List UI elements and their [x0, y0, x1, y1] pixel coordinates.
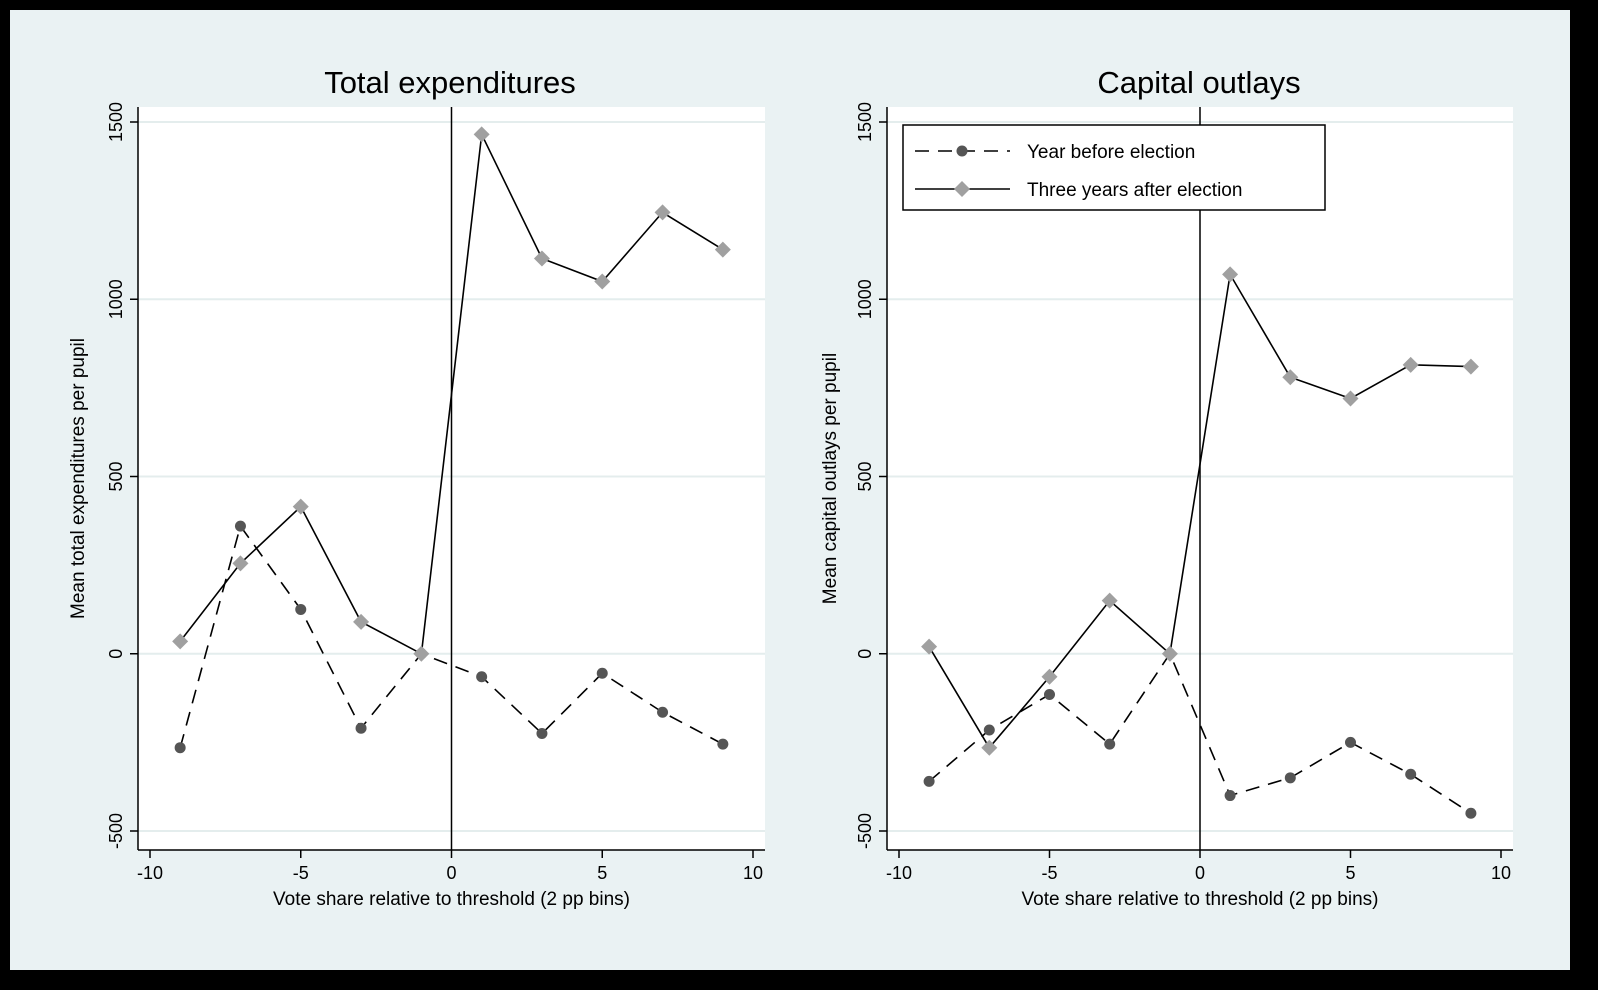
- legend: Year before election Three years after el…: [902, 124, 1326, 211]
- data-point-diamond: [1161, 645, 1178, 662]
- data-point-circle: [476, 671, 488, 683]
- series-line-three-years-after: [928, 272, 1471, 750]
- data-point-circle: [1104, 738, 1116, 750]
- data-point-diamond: [292, 498, 309, 515]
- data-point-diamond: [654, 204, 671, 221]
- y-tick-label: 500: [106, 461, 126, 491]
- x-tick-label: 5: [1345, 863, 1355, 883]
- data-point-circle: [923, 775, 935, 787]
- panel-2: -500 0 500 1000 1500 -10 -5 0 5 10 Capital outlays…: [820, 65, 1513, 910]
- data-point-diamond: [172, 633, 189, 650]
- x-tick-label: 0: [1195, 863, 1205, 883]
- data-point-circle: [1465, 807, 1477, 819]
- y-axis-label: Mean capital outlays per pupil: [820, 353, 841, 604]
- y-tick-label: 1000: [106, 279, 126, 319]
- data-point-diamond: [413, 645, 430, 662]
- data-point-diamond: [533, 250, 550, 267]
- x-tick-label: -5: [1041, 863, 1057, 883]
- data-point-diamond: [473, 126, 490, 143]
- data-point-diamond: [1222, 266, 1239, 283]
- data-point-circle: [174, 742, 186, 754]
- data-point-diamond: [232, 555, 249, 572]
- data-point-diamond: [714, 241, 731, 258]
- legend-label: Year before election: [1027, 142, 1195, 163]
- data-point-circle: [1405, 768, 1417, 780]
- y-axis-label: Mean total expenditures per pupil: [68, 338, 89, 619]
- data-point-diamond: [594, 273, 611, 290]
- y-tick-label: 1500: [106, 102, 126, 142]
- data-point-diamond: [1402, 356, 1419, 373]
- x-tick-label: -10: [886, 863, 912, 883]
- series-line-year-before: [928, 652, 1472, 814]
- data-point-diamond: [1342, 390, 1359, 407]
- x-tick-label: 5: [597, 863, 607, 883]
- data-point-diamond: [921, 638, 938, 655]
- x-tick-label: -10: [137, 863, 163, 883]
- series-line-year-before: [179, 524, 724, 748]
- legend-box: [902, 124, 1326, 211]
- chart-title: Capital outlays: [1097, 65, 1300, 100]
- y-tick-label: -500: [855, 813, 875, 849]
- data-point-circle: [234, 520, 246, 532]
- legend-marker-diamond: [954, 181, 970, 197]
- y-tick-label: 1000: [855, 279, 875, 319]
- data-point-circle: [1224, 790, 1236, 802]
- data-point-diamond: [1462, 358, 1479, 375]
- x-tick-label: 0: [446, 863, 456, 883]
- y-tick-label: 0: [106, 649, 126, 659]
- x-tick-label: 10: [1491, 863, 1511, 883]
- data-point-circle: [1284, 772, 1296, 784]
- data-point-circle: [536, 728, 548, 740]
- data-point-diamond: [1101, 592, 1118, 609]
- figure-background: -500 0 500 1000 1500 -10 -5 0 5 10 Total expenditu…: [10, 10, 1570, 970]
- data-point-diamond: [353, 613, 370, 630]
- x-axis-label: Vote share relative to threshold (2 pp b…: [1022, 889, 1379, 910]
- data-point-circle: [355, 722, 367, 734]
- data-point-circle: [1044, 689, 1055, 701]
- data-point-circle: [1345, 736, 1356, 748]
- data-point-circle: [657, 706, 669, 718]
- x-tick-label: 10: [743, 863, 763, 883]
- y-tick-label: 500: [855, 461, 875, 491]
- data-point-circle: [983, 724, 995, 736]
- x-axis-label: Vote share relative to threshold (2 pp b…: [273, 889, 630, 910]
- y-tick-label: -500: [106, 813, 126, 849]
- data-point-circle: [596, 667, 608, 679]
- y-tick-label: 0: [855, 649, 875, 659]
- legend-marker-circle: [956, 145, 968, 157]
- data-point-diamond: [1041, 668, 1058, 685]
- series-line-three-years-after: [179, 131, 724, 656]
- data-point-circle: [295, 603, 307, 615]
- data-point-diamond: [1282, 369, 1299, 386]
- data-point-circle: [717, 738, 729, 750]
- panel-1: -500 0 500 1000 1500 -10 -5 0 5 10 Total expenditu…: [68, 65, 765, 910]
- x-tick-label: -5: [293, 863, 309, 883]
- chart-title: Total expenditures: [324, 65, 576, 100]
- data-point-diamond: [981, 739, 998, 756]
- y-tick-label: 1500: [855, 102, 875, 142]
- legend-label: Three years after election: [1027, 180, 1242, 201]
